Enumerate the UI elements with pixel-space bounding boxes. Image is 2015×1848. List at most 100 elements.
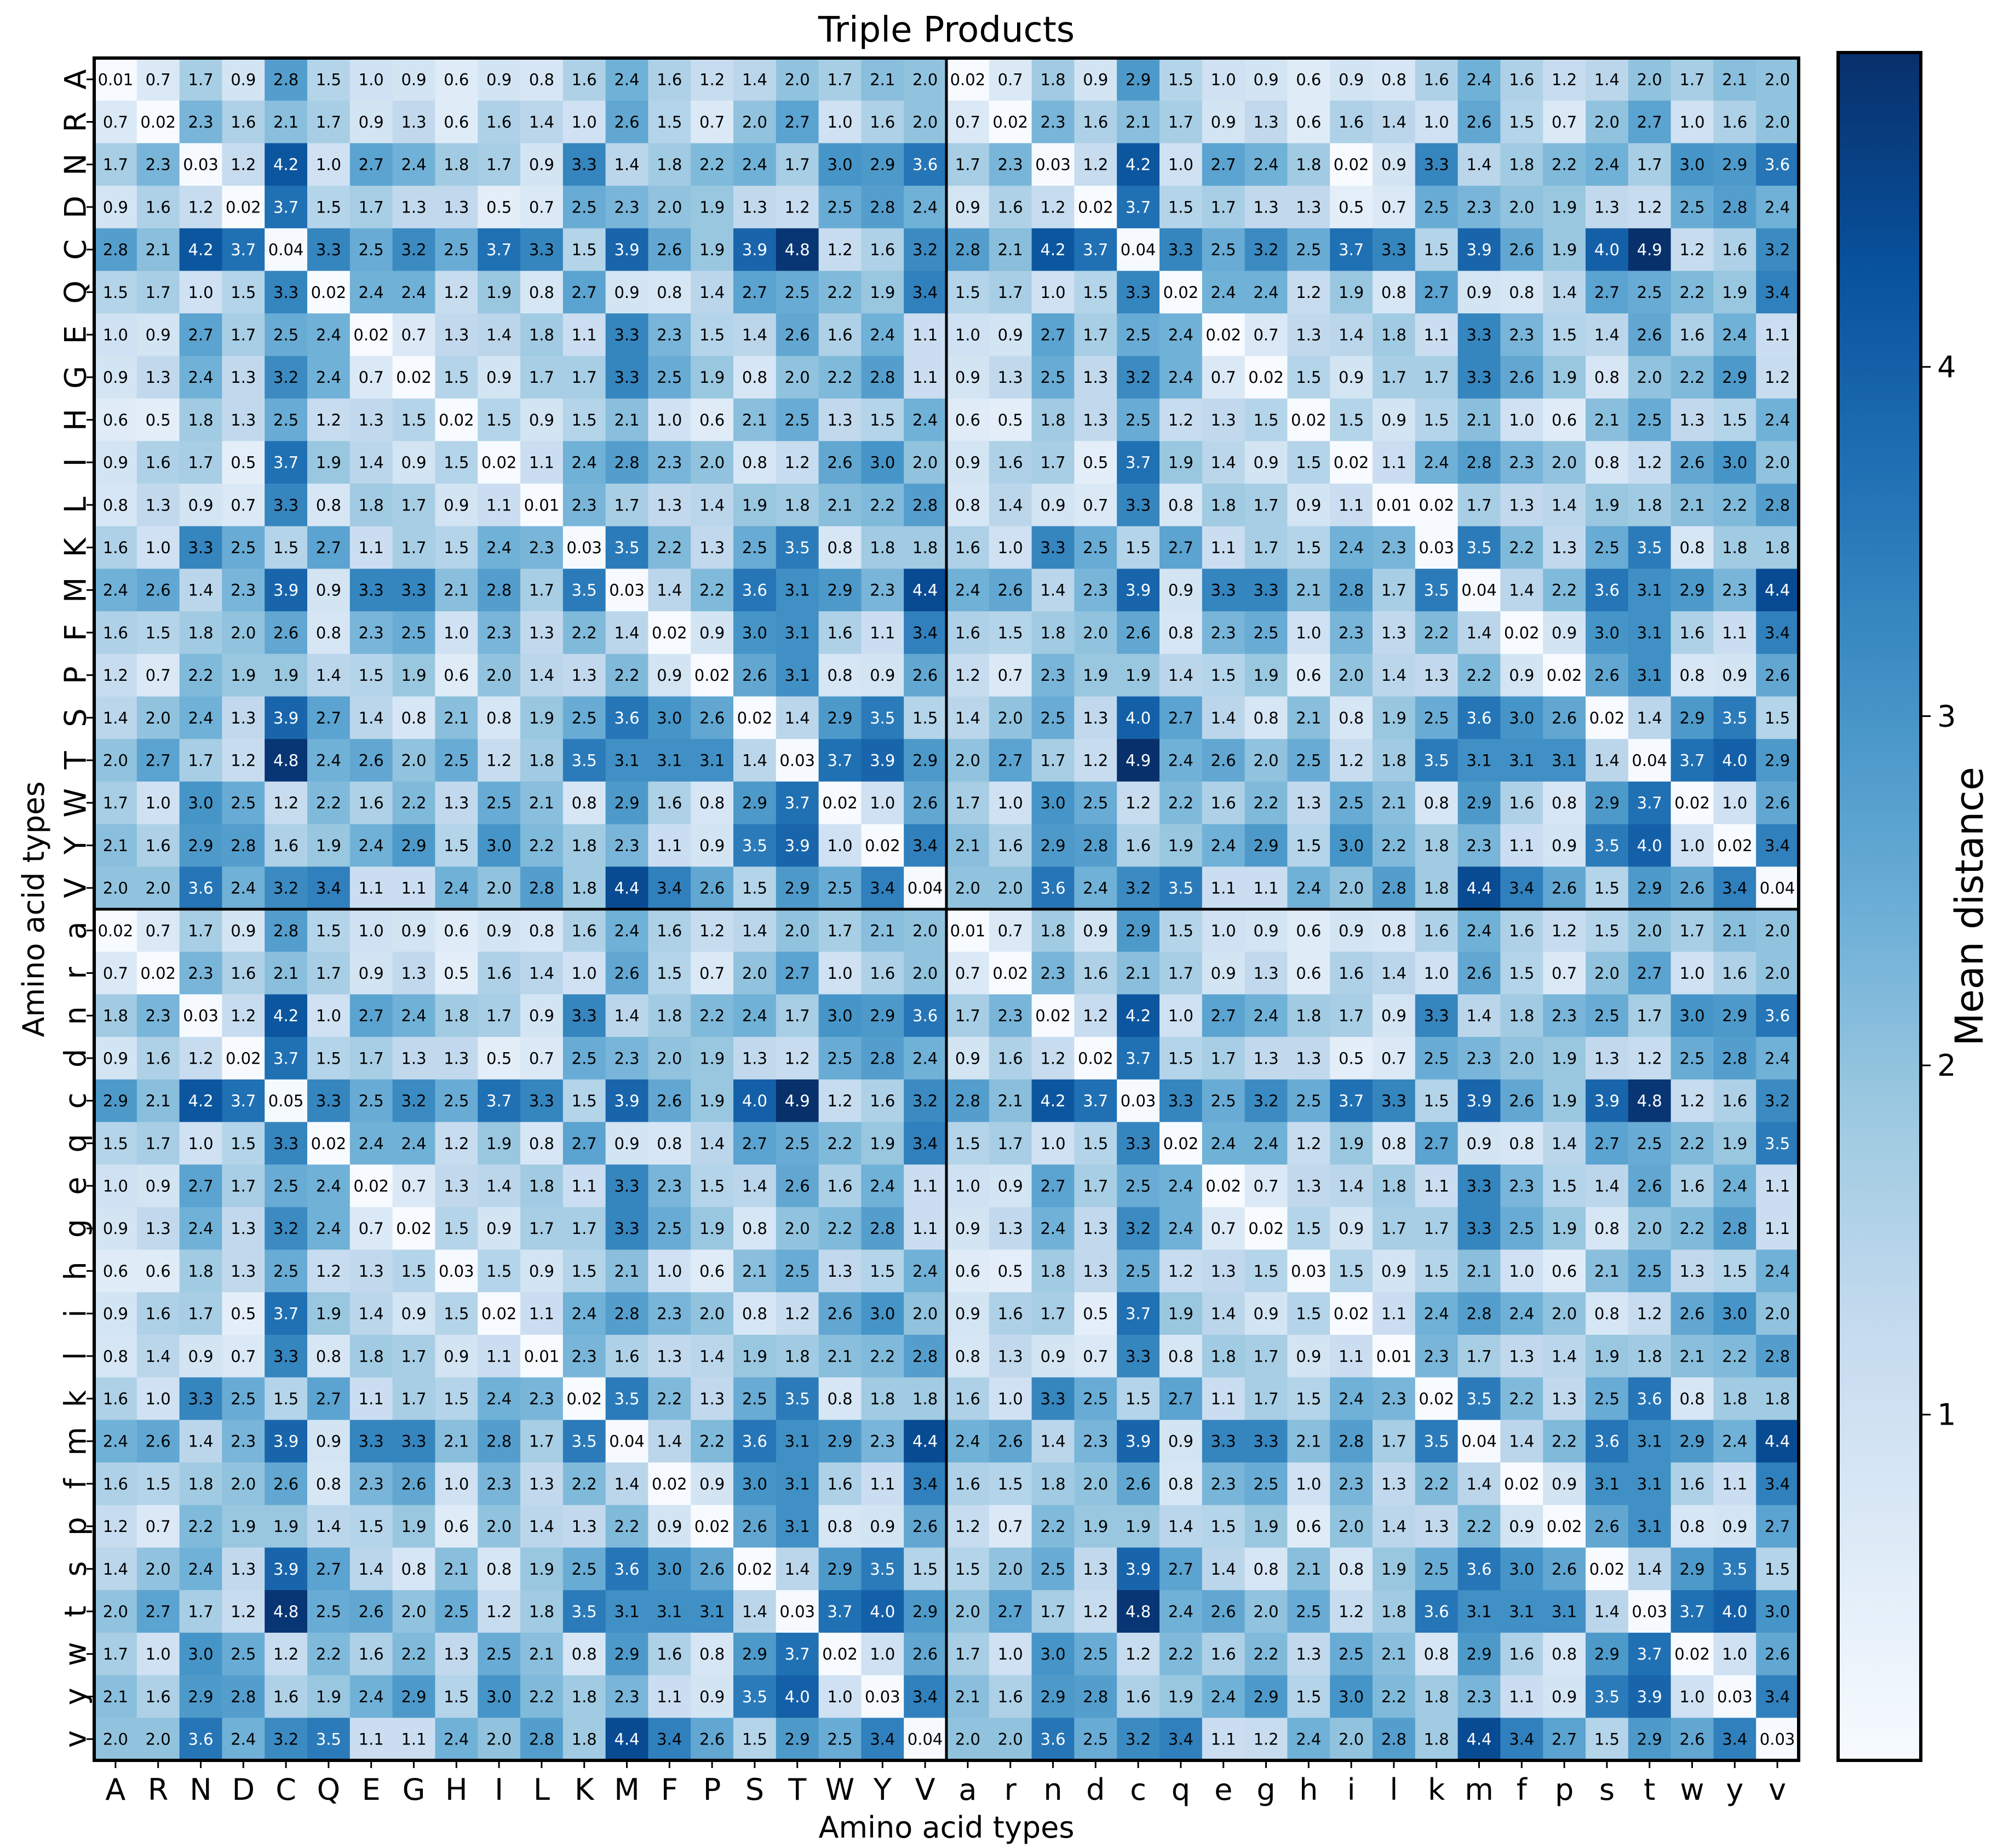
heatmap-cell <box>1117 441 1160 484</box>
heatmap-cell <box>1670 186 1714 229</box>
cell-value-label: 2.8 <box>870 368 895 387</box>
cell-value-label: 2.0 <box>1765 454 1790 472</box>
cell-value-label: 3.5 <box>614 1390 639 1408</box>
cell-value-label: 1.5 <box>273 1390 298 1408</box>
cell-value-label: 1.2 <box>188 198 213 216</box>
cell-value-label: 1.3 <box>1083 1560 1108 1579</box>
cell-value-label: 3.2 <box>273 1730 298 1749</box>
heatmap-cell <box>222 441 265 484</box>
heatmap-cell <box>1628 313 1672 357</box>
cell-value-label: 0.8 <box>1424 794 1449 812</box>
cell-value-label: 1.3 <box>231 368 256 387</box>
cell-value-label: 1.2 <box>1637 454 1662 472</box>
cell-value-label: 1.2 <box>1168 411 1193 429</box>
heatmap-cell <box>435 313 478 357</box>
heatmap-cell <box>1287 653 1330 697</box>
y-tick-label: n <box>59 1006 93 1025</box>
cell-value-label: 1.4 <box>1509 1432 1534 1451</box>
cell-value-label: 1.6 <box>955 623 980 642</box>
heatmap-cell <box>1713 398 1756 441</box>
cell-value-label: 3.4 <box>1509 1730 1534 1749</box>
cell-value-label: 1.6 <box>1679 1176 1704 1195</box>
cell-value-label: 2.8 <box>1083 1688 1108 1706</box>
cell-value-label: 2.5 <box>273 411 298 429</box>
cell-value-label: 3.5 <box>572 1602 597 1621</box>
cell-value-label: 1.3 <box>401 964 426 983</box>
cell-value-label: 0.7 <box>529 198 554 216</box>
cell-value-label: 3.3 <box>1424 156 1449 174</box>
cell-value-label: 2.8 <box>1466 1305 1491 1323</box>
cell-value-label: 0.9 <box>657 666 682 685</box>
heatmap-cell <box>1457 100 1501 144</box>
cell-value-label: 3.1 <box>1594 1474 1620 1493</box>
cell-value-label: 2.4 <box>188 709 213 727</box>
cell-value-label: 2.4 <box>1765 1262 1790 1281</box>
heatmap-cell <box>562 313 606 357</box>
cell-value-label: 2.4 <box>1424 1305 1449 1323</box>
cell-value-label: 1.5 <box>1296 454 1321 472</box>
cell-value-label: 2.9 <box>1722 156 1747 174</box>
cell-value-label: 2.0 <box>146 1560 171 1579</box>
cell-value-label: 0.9 <box>103 198 128 216</box>
cell-value-label: 2.7 <box>742 1134 767 1153</box>
cell-value-label: 2.4 <box>572 454 597 472</box>
cell-value-label: 3.4 <box>1722 1730 1747 1749</box>
cell-value-label: 3.2 <box>1126 879 1151 898</box>
cell-value-label: 3.3 <box>1424 1007 1449 1025</box>
cell-value-label: 2.4 <box>870 325 895 344</box>
cell-value-label: 1.5 <box>1168 198 1193 216</box>
cell-value-label: 1.2 <box>1083 751 1108 770</box>
heatmap-cell <box>648 569 691 612</box>
heatmap-cell <box>478 143 521 186</box>
cell-value-label: 3.9 <box>273 709 298 727</box>
cell-value-label: 1.7 <box>1253 538 1278 557</box>
heatmap-cell <box>989 441 1032 484</box>
cell-value-label: 1.4 <box>1211 1560 1236 1579</box>
cell-value-label: 2.3 <box>1509 454 1534 472</box>
cell-value-label: 2.0 <box>912 113 938 131</box>
cell-value-label: 0.8 <box>1339 1560 1364 1579</box>
cell-value-label: 2.3 <box>486 623 512 642</box>
cell-value-label: 2.4 <box>912 1049 938 1068</box>
cell-value-label: 1.4 <box>614 156 639 174</box>
cell-value-label: 1.4 <box>699 1134 725 1153</box>
cell-value-label: 1.0 <box>1722 794 1747 812</box>
cell-value-label: 0.6 <box>699 1262 725 1281</box>
cell-value-label: 3.3 <box>1466 1176 1491 1195</box>
cell-value-label: 3.6 <box>188 879 213 898</box>
y-tick-label: i <box>59 1310 93 1318</box>
cell-value-label: 2.5 <box>1594 1007 1620 1025</box>
cell-value-label: 2.6 <box>614 964 639 983</box>
cell-value-label: 1.5 <box>742 1730 767 1749</box>
cell-value-label: 1.3 <box>401 113 426 131</box>
heatmap-cell <box>946 228 990 272</box>
cell-value-label: 1.0 <box>1509 411 1534 429</box>
cell-value-label: 1.5 <box>572 240 597 259</box>
heatmap-cell <box>1202 526 1245 569</box>
heatmap-cell <box>136 611 180 655</box>
cell-value-label: 1.1 <box>1339 1347 1364 1365</box>
cell-value-label: 1.6 <box>1509 70 1534 89</box>
cell-value-label: 3.6 <box>1040 1730 1065 1749</box>
cell-value-label: 2.5 <box>359 1092 384 1110</box>
cell-value-label: 2.9 <box>1594 1645 1620 1663</box>
cell-value-label: 0.8 <box>572 1645 597 1663</box>
heatmap-cell <box>349 355 393 399</box>
heatmap-cell <box>648 526 691 569</box>
cell-value-label: 0.8 <box>1679 1517 1704 1536</box>
heatmap-cell <box>1330 441 1373 484</box>
heatmap-cell <box>946 313 990 357</box>
heatmap-cell <box>435 441 478 484</box>
cell-value-label: 1.2 <box>785 198 810 216</box>
heatmap-cell <box>307 611 351 655</box>
cell-value-label: 2.4 <box>1296 879 1321 898</box>
cell-value-label: 4.2 <box>188 1092 213 1110</box>
cell-value-label: 2.2 <box>657 538 682 557</box>
heatmap-cell <box>435 398 478 441</box>
heatmap-cell <box>307 186 351 229</box>
heatmap-cell <box>1500 569 1543 612</box>
heatmap-cell <box>136 271 180 314</box>
cell-value-label: 1.4 <box>1381 113 1407 131</box>
cell-value-label: 2.0 <box>1765 70 1790 89</box>
cell-value-label: 1.9 <box>1168 836 1193 855</box>
